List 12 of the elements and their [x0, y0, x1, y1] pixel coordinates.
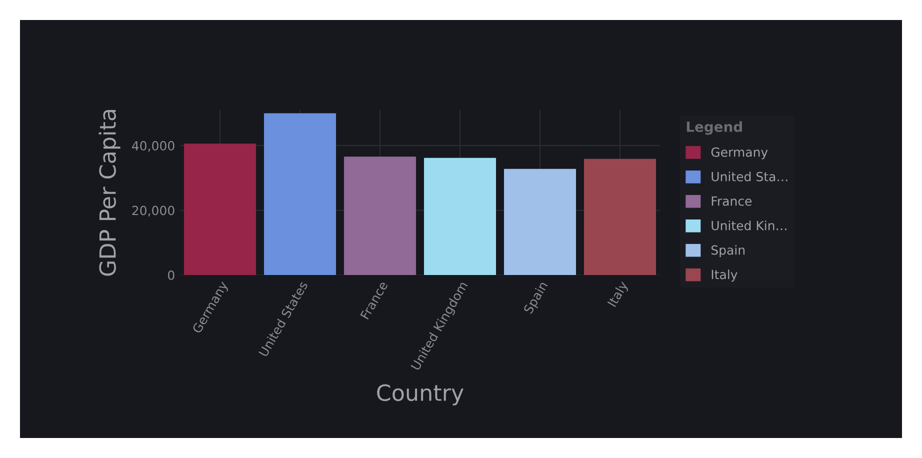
legend-label: Spain — [711, 245, 745, 258]
y-tick-label: 20,000 — [132, 206, 174, 216]
legend-title: Legend — [686, 121, 742, 135]
legend-label: Italy — [712, 270, 738, 282]
legend-label: France — [712, 196, 752, 206]
legend-label: Germany — [711, 147, 768, 160]
x-axis-title: Country — [377, 384, 464, 406]
y-tick-label: 40,000 — [132, 141, 174, 152]
legend-label: United Kin… — [712, 220, 786, 230]
y-tick-label: 0 — [168, 270, 174, 280]
legend-label: United Sta… — [712, 172, 788, 182]
y-axis-title: GDP Per Capita — [98, 110, 120, 276]
